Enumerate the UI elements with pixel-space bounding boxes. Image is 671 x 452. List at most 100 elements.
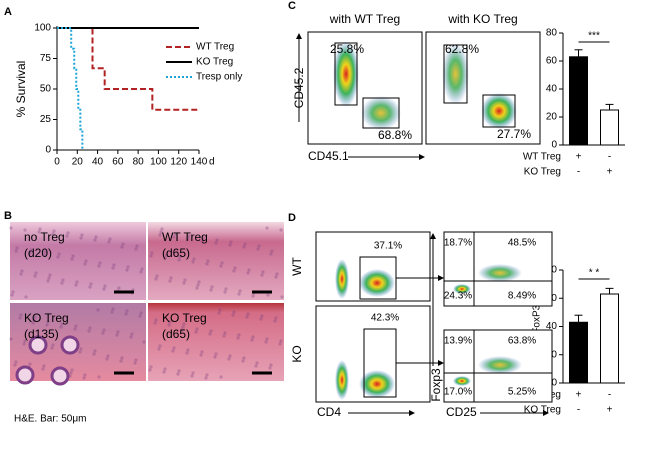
x-unit-label: d [209,157,215,168]
histology-texture [259,317,263,321]
y-tick-label: 0 [551,140,557,151]
histology-texture [74,283,78,287]
histology-texture [178,255,182,259]
condition-label: KO Treg [524,405,561,416]
histology-texture [196,283,200,287]
significance-label: *** [588,31,600,42]
histology-texture [200,350,204,354]
histology-texture [223,290,227,294]
x-tick-label: 140 [191,157,208,168]
histology-texture [205,262,209,266]
histology-texture [204,376,208,380]
condition-sign: + [576,390,582,401]
histology-texture [139,311,143,315]
histology-texture [73,327,77,331]
quadrant-percent: 63.8% [508,336,536,347]
histology-texture [22,342,26,346]
histology-texture [266,293,270,297]
condition-sign: + [607,167,613,178]
histology-texture [130,332,134,336]
histology-texture [274,316,278,320]
histology-texture [278,342,282,346]
histology-texture [231,313,235,317]
histology-texture [15,246,19,250]
histology-texture [92,352,96,356]
flow-plot-title: with KO Treg [447,12,517,26]
histology-texture [215,238,219,242]
histology-texture [79,347,83,351]
histology-texture [275,272,279,276]
histology-texture [9,337,13,341]
histology-texture [265,226,269,230]
y-tick-label: 100 [34,23,51,34]
histology-texture [163,256,167,260]
histology-texture [210,285,214,289]
histology-texture [23,228,27,232]
cell-population [478,264,522,282]
histology-texture [154,318,158,322]
histology-texture [79,236,83,240]
histology-texture [218,308,222,312]
histology-texture [148,368,152,372]
histology-texture [46,279,50,283]
histology-texture [242,245,246,249]
y-tick-label: 40 [546,321,558,332]
gate-percent: 42.3% [371,313,399,324]
histology-texture [177,258,181,262]
histology-texture [227,357,231,361]
histology-texture [23,339,27,343]
histology-texture [195,286,199,290]
gate [443,44,468,104]
cell-population [359,269,395,297]
histology-texture [69,371,73,375]
histology-texture [103,284,107,288]
quadrant-percent: 24.3% [444,291,472,302]
x-tick-label: 40 [92,157,104,168]
histology-texture [51,343,55,347]
histology-texture [45,323,49,327]
histology-texture [65,234,69,238]
row-label: KO [290,345,304,362]
histology-texture [242,356,246,360]
histology-texture [233,266,237,270]
histology-texture [106,354,110,358]
histology-texture [157,347,161,351]
significance-label: * * [589,268,600,279]
histology-texture [88,285,92,289]
histology-texture [236,336,240,340]
histology-texture [153,321,157,325]
histology-texture [173,232,177,236]
histology-texture [251,294,255,298]
histology-texture [172,235,176,239]
flow-x-label: CD4 [317,405,341,419]
y-tick-label: 80 [546,28,558,39]
histology-texture [37,230,41,234]
histology-texture [117,286,121,290]
histology-texture [139,270,143,274]
histology-texture [46,320,50,324]
gate [362,97,400,129]
histology-texture [28,251,32,255]
gate-percent: 25.8% [330,42,364,56]
histology-texture [51,232,55,236]
histology-texture [182,322,186,326]
quadrant-percent: 48.5% [508,238,536,249]
histology-texture [14,249,18,253]
histology-texture [246,271,250,275]
histology-texture [120,245,124,249]
histology-texture [219,375,223,379]
histology-texture [279,228,283,232]
histology-texture [94,235,98,239]
histology-texture [105,357,109,361]
histology-texture [158,344,162,348]
histology-texture [135,244,139,248]
histology-texture [164,253,168,257]
legend-label: WT Treg [196,42,234,53]
histology-texture [150,251,154,255]
histology-texture [74,324,78,328]
histology-texture [101,331,105,335]
histology-texture [13,363,17,367]
histology-texture [125,309,129,313]
histology-texture [42,253,46,257]
